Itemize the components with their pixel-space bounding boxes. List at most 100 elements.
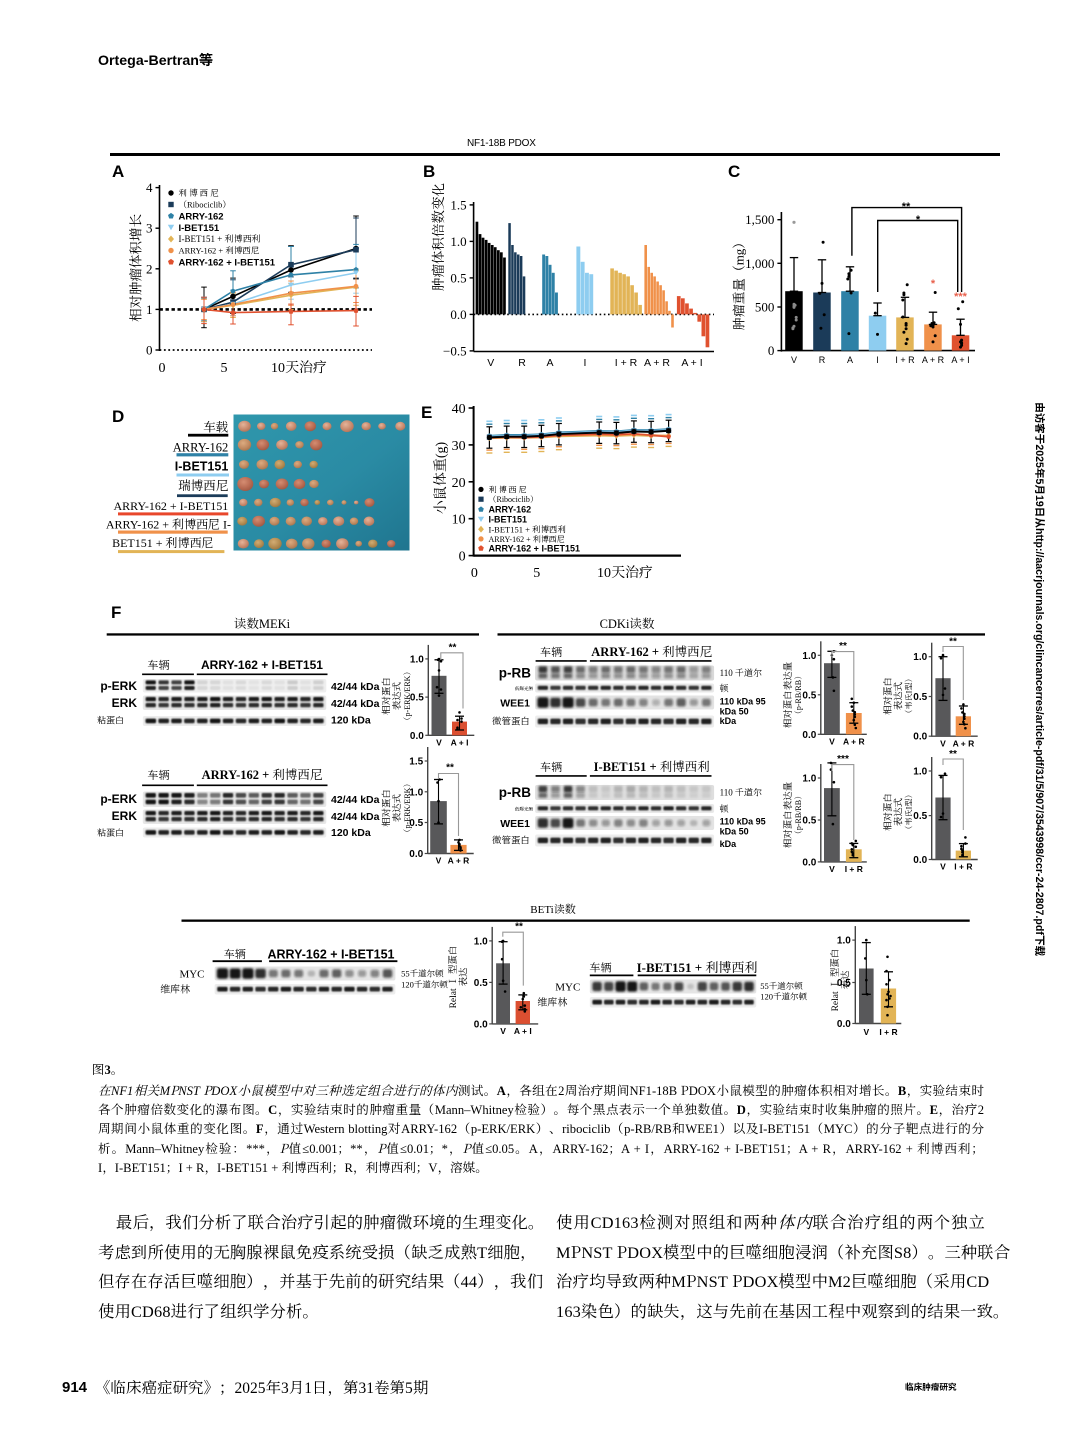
svg-text:相对蛋白: 相对蛋白	[378, 789, 392, 827]
svg-text:1.0: 1.0	[913, 763, 927, 778]
svg-text:*: *	[931, 275, 936, 291]
svg-text:kDa: kDa	[720, 837, 738, 850]
svg-text:**: **	[449, 639, 457, 654]
svg-text:ARRY-162 + I-BET151: ARRY-162 + I-BET151	[114, 497, 229, 514]
svg-text:顿: 顿	[719, 682, 729, 695]
svg-text:0.5: 0.5	[802, 686, 816, 701]
svg-text:**: **	[902, 198, 911, 214]
svg-text:（p-RB/RB）: （p-RB/RB）	[793, 672, 804, 718]
svg-text:BETi读数: BETi读数	[530, 901, 576, 917]
svg-text:V: V	[436, 855, 442, 867]
svg-text:Relat Ⅰ 型蛋白: Relat Ⅰ 型蛋白	[827, 949, 841, 1012]
svg-text:表达式: 表达式	[890, 798, 904, 827]
svg-text:1.0: 1.0	[474, 932, 488, 947]
svg-text:肿瘤重量（mg）: 肿瘤重量（mg）	[729, 236, 748, 331]
svg-text:R: R	[819, 353, 826, 366]
svg-text:利 博 西 尼: 利 博 西 尼	[489, 484, 527, 495]
svg-text:ARRY-162 + I-BET151: ARRY-162 + I-BET151	[179, 254, 276, 268]
svg-text:（Ribociclib）: （Ribociclib）	[489, 494, 538, 505]
svg-text:0.0: 0.0	[913, 728, 927, 743]
svg-text:120千道尔顿: 120千道尔顿	[401, 979, 448, 991]
svg-text:相对蛋白表达量: 相对蛋白表达量	[780, 781, 794, 848]
svg-text:ARRY-162 + I-BET151: ARRY-162 + I-BET151	[489, 542, 580, 555]
svg-text:p-RB: p-RB	[499, 781, 531, 801]
svg-text:1.0: 1.0	[802, 647, 816, 662]
svg-text:I: I	[584, 355, 587, 370]
svg-text:A + R: A + R	[843, 736, 865, 748]
svg-text:MYC: MYC	[555, 979, 580, 995]
svg-text:0.5: 0.5	[474, 974, 488, 989]
svg-text:车辆: 车辆	[540, 759, 562, 775]
svg-text:表达: 表达	[838, 970, 852, 990]
svg-text:R: R	[518, 355, 526, 370]
svg-text:A + R: A + R	[953, 738, 975, 750]
svg-text:I-BET151: I-BET151	[489, 513, 528, 526]
svg-text:55千道尔顿: 55千道尔顿	[401, 968, 444, 980]
svg-text:车载: 车载	[203, 418, 228, 436]
svg-text:表达式: 表达式	[389, 682, 403, 711]
svg-text:0.5: 0.5	[802, 812, 816, 827]
svg-text:V: V	[829, 863, 835, 875]
svg-text:顿: 顿	[719, 802, 729, 815]
svg-text:**: **	[515, 918, 523, 933]
svg-text:读数MEKi: 读数MEKi	[234, 614, 291, 632]
svg-text:（p-ERK/ERK）: （p-ERK/ERK）	[402, 668, 413, 725]
svg-text:**: **	[839, 637, 847, 652]
svg-text:D: D	[112, 402, 124, 427]
svg-text:1.0: 1.0	[913, 648, 927, 663]
svg-text:p-RB: p-RB	[499, 662, 531, 682]
svg-text:I-BET151 + 利博西利: I-BET151 + 利博西利	[637, 957, 758, 976]
svg-text:车辆: 车辆	[147, 657, 169, 673]
svg-text:车辆: 车辆	[540, 644, 562, 660]
svg-text:ERK: ERK	[112, 694, 138, 711]
svg-text:A + R: A + R	[448, 855, 470, 867]
svg-text:ARRY-162 + 利博西尼: ARRY-162 + 利博西尼	[591, 642, 712, 660]
svg-text:粘蛋白: 粘蛋白	[97, 826, 124, 839]
svg-text:110 千道尔: 110 千道尔	[720, 786, 762, 799]
svg-text:1,000: 1,000	[745, 253, 774, 272]
svg-text:表达: 表达	[456, 967, 470, 987]
svg-text:0.0: 0.0	[913, 851, 927, 866]
svg-text:维库林: 维库林	[160, 981, 190, 996]
svg-text:0.5: 0.5	[409, 814, 423, 829]
svg-text:0.5: 0.5	[837, 974, 851, 989]
svg-text:110 kDa 95: 110 kDa 95	[720, 695, 766, 708]
svg-text:0.0: 0.0	[450, 304, 466, 323]
svg-text:（p-RB/RB）: （p-RB/RB）	[793, 792, 804, 838]
svg-text:ARRY-162 + I-BET151: ARRY-162 + I-BET151	[201, 656, 323, 673]
svg-text:10: 10	[452, 509, 466, 529]
svg-text:ARRY-162 + 利博西尼: ARRY-162 + 利博西尼	[489, 534, 565, 545]
svg-text:kDa 50: kDa 50	[720, 825, 749, 838]
svg-text:I + R: I + R	[895, 353, 915, 366]
svg-text:（韦氏I型）: （韦氏I型）	[903, 675, 914, 718]
svg-text:10天治疗: 10天治疗	[271, 357, 328, 377]
svg-text:ERK: ERK	[112, 807, 138, 824]
svg-text:低曝光照: 低曝光照	[514, 685, 533, 692]
svg-text:−0.5: −0.5	[443, 340, 467, 359]
svg-text:车辆: 车辆	[589, 960, 611, 976]
svg-text:0.5: 0.5	[410, 689, 424, 704]
svg-text:p-ERK: p-ERK	[100, 790, 137, 807]
svg-text:V: V	[436, 737, 442, 749]
svg-text:微管蛋白: 微管蛋白	[492, 833, 530, 847]
svg-text:0.0: 0.0	[802, 726, 816, 741]
svg-text:0.0: 0.0	[410, 727, 424, 742]
svg-text:I-BET151 + 利博西利: I-BET151 + 利博西利	[489, 523, 567, 535]
svg-text:**: **	[949, 633, 957, 648]
svg-text:0.5: 0.5	[913, 807, 927, 822]
svg-text:（Ribociclib）: （Ribociclib）	[179, 199, 231, 211]
svg-text:相对蛋白: 相对蛋白	[880, 793, 894, 831]
svg-text:0.5: 0.5	[913, 688, 927, 703]
svg-text:I-BET151 + 利博西利: I-BET151 + 利博西利	[179, 232, 261, 245]
svg-text:1.5: 1.5	[409, 753, 423, 768]
svg-text:A: A	[112, 157, 124, 182]
svg-text:55千道尔顿: 55千道尔顿	[760, 980, 803, 992]
svg-text:110 kDa 95: 110 kDa 95	[720, 815, 766, 828]
svg-text:kDa: kDa	[720, 714, 738, 727]
svg-text:ARRY-162 + I-BET151: ARRY-162 + I-BET151	[267, 944, 394, 963]
svg-text:I + R: I + R	[845, 863, 863, 875]
svg-text:WEE1: WEE1	[500, 816, 530, 831]
svg-text:车辆: 车辆	[224, 946, 246, 962]
svg-text:粘蛋白: 粘蛋白	[97, 714, 124, 727]
svg-text:1.0: 1.0	[837, 932, 851, 947]
